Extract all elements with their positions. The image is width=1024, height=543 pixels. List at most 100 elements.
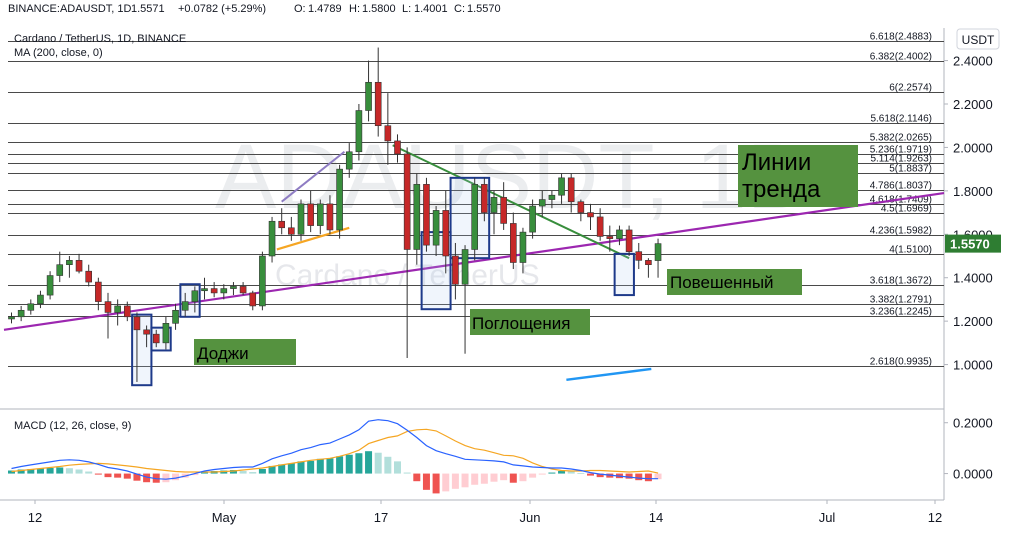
macd-histogram-bar[interactable] xyxy=(278,464,286,474)
macd-histogram-bar[interactable] xyxy=(27,468,35,474)
candle-body[interactable] xyxy=(336,168,343,231)
macd-pane[interactable] xyxy=(8,419,662,494)
candle-body[interactable] xyxy=(85,270,92,283)
candle-body[interactable] xyxy=(37,294,44,305)
macd-histogram-bar[interactable] xyxy=(46,467,54,474)
macd-histogram-bar[interactable] xyxy=(432,473,440,494)
candle-body[interactable] xyxy=(384,125,392,142)
candle-body[interactable] xyxy=(162,323,170,344)
candle-body[interactable] xyxy=(471,184,479,250)
trend-line-blue[interactable] xyxy=(566,367,652,381)
macd-histogram-bar[interactable] xyxy=(172,473,180,481)
candle-body[interactable] xyxy=(635,251,643,261)
macd-histogram-bar[interactable] xyxy=(297,461,305,474)
macd-histogram-bar[interactable] xyxy=(461,473,469,488)
candle-body[interactable] xyxy=(152,333,160,344)
macd-histogram-bar[interactable] xyxy=(538,473,546,475)
candle-body[interactable] xyxy=(461,249,469,285)
candle-body[interactable] xyxy=(297,203,305,235)
currency-button-frame[interactable] xyxy=(956,28,1000,50)
macd-histogram-bar[interactable] xyxy=(229,470,237,474)
candle-body[interactable] xyxy=(56,264,64,276)
macd-histogram-bar[interactable] xyxy=(451,473,459,489)
candle-body[interactable] xyxy=(307,203,314,226)
candle-body[interactable] xyxy=(452,255,459,285)
candle-body[interactable] xyxy=(442,210,450,257)
annotation-hanging[interactable]: Повешенный xyxy=(667,269,802,295)
macd-histogram-bar[interactable] xyxy=(268,465,276,474)
macd-histogram-bar[interactable] xyxy=(558,471,566,474)
macd-histogram-bar[interactable] xyxy=(345,454,353,474)
annotation-engulfing[interactable]: Поглощения xyxy=(470,309,590,335)
macd-histogram-bar[interactable] xyxy=(548,472,556,474)
trend-line-short-purple[interactable] xyxy=(281,150,346,203)
macd-histogram-bar[interactable] xyxy=(384,456,392,474)
macd-histogram-bar[interactable] xyxy=(123,473,131,479)
macd-histogram-bar[interactable] xyxy=(114,473,122,478)
candle-body[interactable] xyxy=(316,203,324,226)
candle-body[interactable] xyxy=(114,305,121,313)
currency-button-label[interactable]: USDT xyxy=(962,33,995,47)
candle-body[interactable] xyxy=(230,286,237,289)
macd-histogram-bar[interactable] xyxy=(17,469,25,474)
macd-histogram-bar[interactable] xyxy=(104,473,112,478)
macd-histogram-bar[interactable] xyxy=(577,473,585,474)
candle-body[interactable] xyxy=(239,286,247,294)
candle-body[interactable] xyxy=(249,292,257,307)
candle-body[interactable] xyxy=(191,290,199,302)
candle-body[interactable] xyxy=(490,197,498,213)
candle-body[interactable] xyxy=(210,288,218,294)
candle-body[interactable] xyxy=(181,301,189,311)
candle-body[interactable] xyxy=(567,177,575,203)
candles[interactable] xyxy=(8,47,662,382)
macd-histogram-bar[interactable] xyxy=(567,471,575,474)
trend-line-support[interactable] xyxy=(3,191,945,331)
macd-histogram-bar[interactable] xyxy=(143,473,151,483)
macd-histogram-bar[interactable] xyxy=(239,471,247,474)
candle-body[interactable] xyxy=(326,203,334,231)
candle-body[interactable] xyxy=(403,153,411,250)
macd-histogram-bar[interactable] xyxy=(509,473,517,483)
candle-body[interactable] xyxy=(66,260,73,265)
candle-body[interactable] xyxy=(432,210,440,246)
macd-histogram-bar[interactable] xyxy=(403,472,411,474)
candle-body[interactable] xyxy=(509,223,517,263)
candle-body[interactable] xyxy=(104,301,112,313)
macd-histogram-bar[interactable] xyxy=(287,463,295,474)
candle-body[interactable] xyxy=(500,197,507,224)
macd-histogram-bar[interactable] xyxy=(500,473,508,481)
macd-histogram-bar[interactable] xyxy=(644,473,652,482)
macd-histogram-bar[interactable] xyxy=(625,473,633,479)
macd-line[interactable] xyxy=(11,419,659,480)
annotation-trend-lines[interactable]: Линии тренда xyxy=(738,145,858,207)
candle-body[interactable] xyxy=(558,177,565,196)
macd-histogram-bar[interactable] xyxy=(374,452,382,474)
macd-histogram-bar[interactable] xyxy=(307,460,315,474)
macd-histogram-bar[interactable] xyxy=(162,473,170,483)
macd-histogram-bar[interactable] xyxy=(133,473,141,481)
macd-histogram-bar[interactable] xyxy=(422,473,430,490)
candle-body[interactable] xyxy=(374,81,382,127)
macd-histogram-bar[interactable] xyxy=(249,472,257,474)
candle-body[interactable] xyxy=(27,303,35,311)
candle-body[interactable] xyxy=(606,236,614,239)
candle-body[interactable] xyxy=(587,212,594,218)
candle-body[interactable] xyxy=(268,220,276,257)
macd-histogram-bar[interactable] xyxy=(635,473,643,481)
macd-histogram-bar[interactable] xyxy=(36,468,44,474)
candle-body[interactable] xyxy=(423,184,430,246)
macd-histogram-bar[interactable] xyxy=(413,473,421,482)
candle-body[interactable] xyxy=(548,194,556,200)
candle-body[interactable] xyxy=(616,229,623,239)
trend-line-orange[interactable] xyxy=(276,226,350,251)
macd-histogram-bar[interactable] xyxy=(596,473,604,478)
macd-histogram-bar[interactable] xyxy=(654,473,662,480)
candle-body[interactable] xyxy=(172,309,179,324)
candle-body[interactable] xyxy=(413,184,421,250)
macd-histogram-bar[interactable] xyxy=(8,470,15,474)
candle-body[interactable] xyxy=(75,260,83,272)
candle-body[interactable] xyxy=(529,205,536,233)
candle-body[interactable] xyxy=(355,110,363,153)
candle-body[interactable] xyxy=(95,281,102,302)
